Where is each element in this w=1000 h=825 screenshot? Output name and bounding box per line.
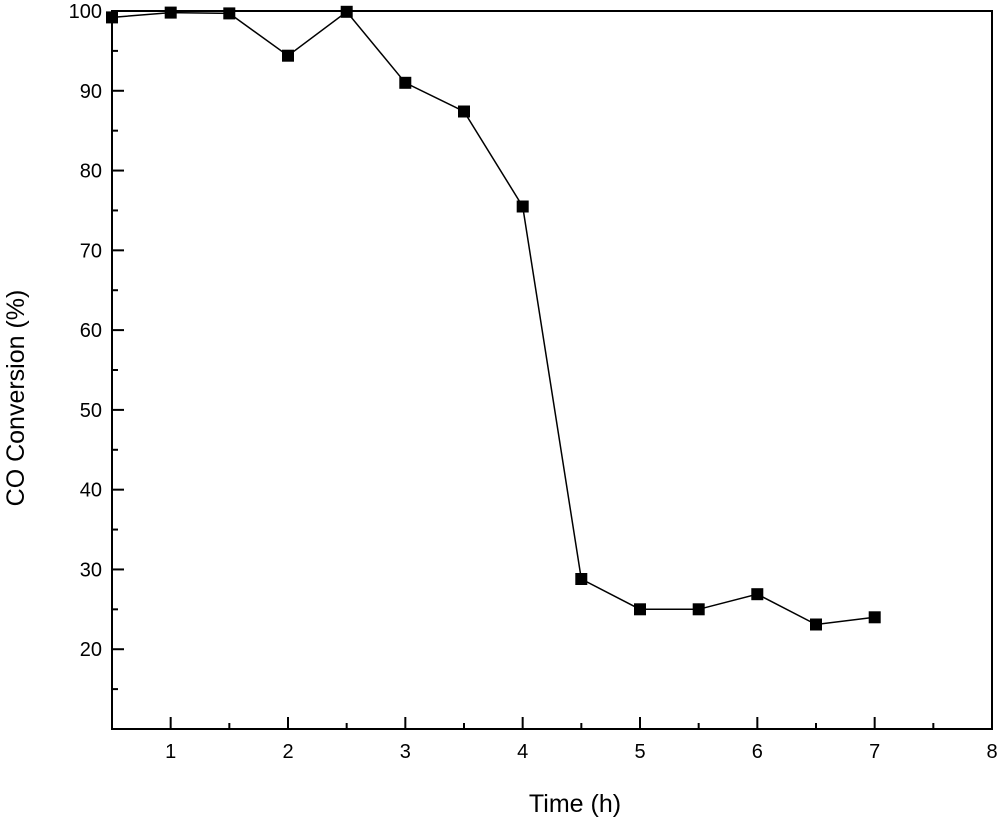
data-point [106,11,118,24]
x-axis-ticks: 1 2 3 4 5 6 7 8 [111,717,998,763]
x-tick-label: 1 [165,741,176,763]
data-point [340,5,353,18]
y-tick-label: 80 [80,161,102,183]
y-tick-label: 50 [80,400,102,422]
series-line [111,10,875,626]
data-point [282,49,294,62]
x-tick-label: 3 [400,741,411,763]
y-tick-label: 70 [80,240,102,262]
y-tick-label: 30 [80,559,102,581]
y-tick-label: 40 [80,480,102,502]
data-point [575,573,588,585]
data-point [751,588,764,601]
data-point [458,105,470,118]
y-axis-ticks: 20 30 40 50 60 70 80 90 100 [69,1,124,691]
y-axis-title: CO Conversion (%) [2,290,30,507]
x-tick-label: 6 [752,741,763,763]
y-tick-label: 20 [80,639,102,661]
x-tick-label: 8 [986,741,997,763]
plot-frame [111,10,993,730]
x-tick-label: 7 [869,741,880,763]
y-tick-label: 90 [80,81,102,103]
data-point [810,618,822,631]
data-points [106,5,881,631]
data-point [516,200,529,213]
data-point [223,7,236,20]
x-axis-title: Time (h) [529,790,621,818]
data-point [399,76,412,89]
x-tick-label: 4 [517,741,528,763]
data-point [164,6,177,19]
data-point [634,603,646,616]
data-point [868,611,881,624]
y-tick-label: 100 [69,1,102,23]
data-point [692,603,705,616]
y-tick-label: 60 [80,320,102,342]
x-tick-label: 2 [282,741,293,763]
x-tick-label: 5 [634,741,645,763]
